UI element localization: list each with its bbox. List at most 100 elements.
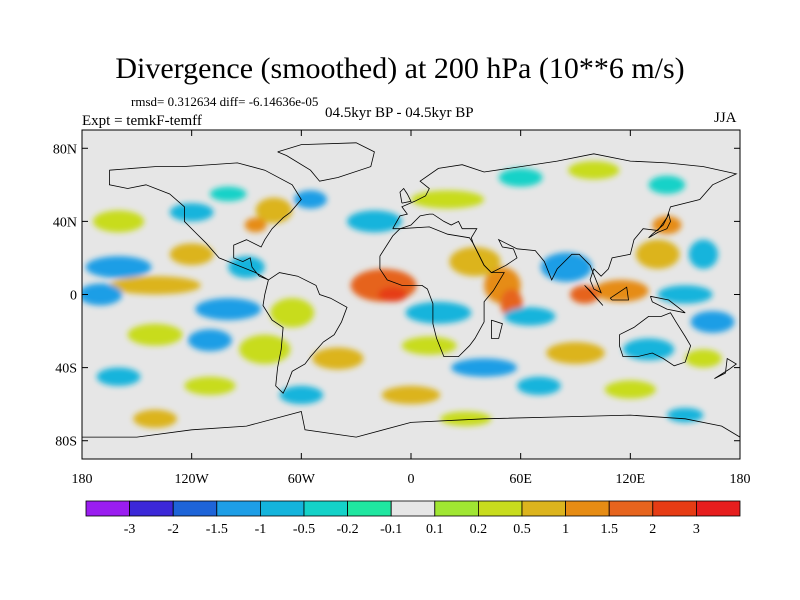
field-blob [604,380,656,399]
coastline [262,272,348,394]
field-blob [169,243,214,266]
season-label: JJA [714,110,737,126]
field-blob [209,186,247,202]
field-blob [568,161,620,180]
coastline [399,187,412,204]
colorbar-label: 3 [693,522,700,537]
colorbar-label: 1.5 [600,522,618,537]
coastline [714,357,738,379]
field-blob [347,210,402,233]
coastline [584,285,604,306]
field-blob [517,376,561,396]
map-title: Divergence (smoothed) at 200 hPa (10**6 … [115,52,685,85]
colorbar-swatch [477,500,523,517]
x-tick-label: 180 [72,472,93,487]
field-blob [133,409,178,428]
field-blob [96,367,141,386]
field-blob [188,329,232,352]
colorbar-swatch [216,500,261,517]
colorbar-label: -0.1 [380,522,402,537]
coastline [650,295,686,314]
x-tick-label: 60W [288,472,316,487]
field-blob [244,217,267,233]
coastline [619,312,692,367]
field-blob [184,376,236,396]
x-tick-label: 120W [175,472,210,487]
coastline [109,162,302,281]
colorbar-swatch [652,500,697,517]
field-blob [270,298,315,328]
x-tick-label: 120E [616,472,646,487]
colorbar-swatch [696,500,741,517]
colorbar-label: 0.1 [426,522,444,537]
field-blob [685,349,722,368]
colorbar-label: -3 [124,522,136,537]
field-blob [82,283,123,306]
field-blob [451,358,518,377]
colorbar-swatch [434,500,479,517]
field-blob [648,175,686,194]
field-blob [85,256,152,279]
y-tick-label: 80N [53,142,77,157]
field-blob [688,239,719,269]
colorbar-swatch [303,500,348,517]
colorbar-swatch [172,500,218,517]
x-tick-label: 60E [509,472,532,487]
colorbar-label: 1 [562,522,569,537]
field-blob [378,287,408,302]
colorbar-label: 0.5 [513,522,531,537]
field-blob [312,347,364,370]
colorbar-swatch [259,500,305,517]
colorbar-label: 0.2 [470,522,488,537]
coastline [648,212,671,239]
field-blob [690,310,735,333]
field-blob [109,276,201,295]
y-axis: 80N 40N 0 40S 80S [53,142,740,450]
colorbar-label: 2 [649,522,656,537]
x-tick-label: 0 [408,472,415,487]
period-label: 04.5kyr BP - 04.5kyr BP [325,105,474,121]
field-blob [195,298,262,321]
field-blob [169,203,214,222]
field-blob [652,215,682,235]
coastline [609,286,629,301]
colorbar-swatch [521,500,566,517]
coastline [277,142,375,182]
colorbar-swatch [85,500,130,517]
field-blob [504,307,556,326]
colorbar-swatch [129,500,174,517]
field-blob [405,301,472,324]
colorbar-swatch [565,500,610,517]
y-tick-label: 80S [55,435,77,450]
field-blob [440,411,492,427]
coastline [82,411,740,438]
field-blob [635,239,680,269]
colorbar-swatch [347,500,392,517]
x-axis: 180 120W 60W 0 60E 120E 180 [72,130,751,487]
field-blob [381,385,441,405]
divergence-field [82,161,735,428]
field-blob [294,190,327,209]
field-blob [255,197,293,224]
coastline [379,226,505,358]
map-area: 80N 40N 0 40S 80S 180 120W 60W 0 60E 120E 180 [53,129,751,487]
x-tick-label: 180 [730,472,751,487]
colorbar-label: -1 [255,522,267,537]
colorbar-label: -1.5 [206,522,228,537]
coastline [392,153,738,294]
field-blob [401,336,457,355]
y-tick-label: 0 [70,289,77,304]
field-blob [127,323,183,346]
field-blob [623,338,675,361]
colorbar-label: -0.2 [337,522,359,537]
y-tick-label: 40N [53,215,77,230]
stats-label: rmsd= 0.312634 diff= -6.14636e-05 [131,94,319,109]
field-blob [657,285,713,304]
field-blob [546,342,605,364]
field-blob [540,252,592,282]
coastlines [82,142,740,438]
colorbar-swatch [390,500,436,517]
field-blob [498,168,543,187]
field-blob [570,285,600,304]
